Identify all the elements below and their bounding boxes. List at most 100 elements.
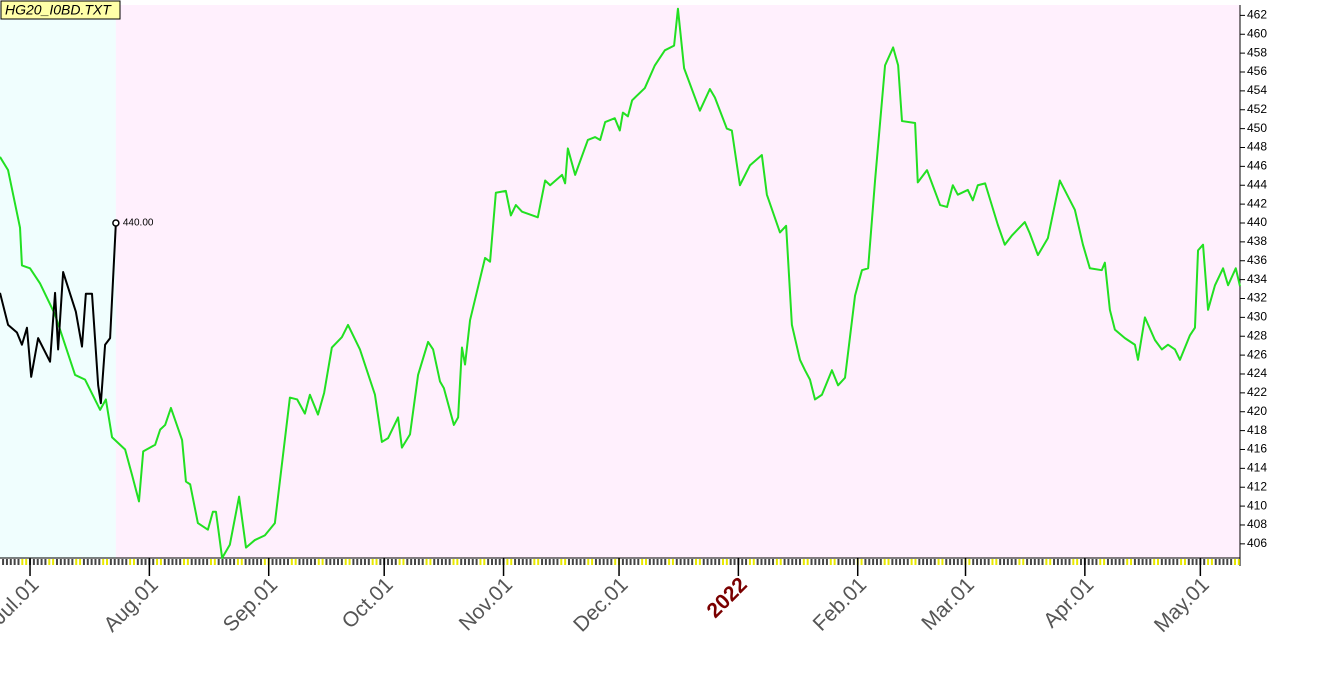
minor-tick	[606, 559, 609, 565]
minor-tick	[209, 559, 212, 565]
y-tick-label: 408	[1247, 517, 1267, 531]
minor-tick	[217, 559, 220, 565]
minor-tick	[179, 559, 182, 565]
minor-tick	[340, 559, 343, 565]
minor-tick	[13, 559, 16, 565]
minor-tick	[1022, 559, 1025, 565]
minor-tick	[425, 559, 428, 565]
minor-tick	[772, 559, 775, 565]
minor-tick	[433, 559, 436, 565]
minor-tick	[687, 559, 690, 565]
y-tick-label: 422	[1247, 385, 1267, 399]
minor-tick	[313, 559, 316, 565]
y-tick-label: 460	[1247, 26, 1267, 40]
minor-tick	[40, 559, 43, 565]
minor-tick	[1091, 559, 1094, 565]
minor-tick	[206, 559, 209, 565]
minor-tick	[1087, 559, 1090, 565]
value-label: 440.00	[123, 218, 154, 229]
minor-tick	[121, 559, 124, 565]
minor-tick	[864, 559, 867, 565]
series	[0, 7, 1241, 559]
minor-tick	[644, 559, 647, 565]
minor-tick	[460, 559, 463, 565]
minor-tick	[899, 559, 902, 565]
minor-tick	[140, 559, 143, 565]
minor-tick	[279, 559, 282, 565]
minor-tick	[198, 559, 201, 565]
minor-tick	[791, 559, 794, 565]
minor-tick	[594, 559, 597, 565]
series-line	[0, 222, 117, 405]
plot-background	[0, 5, 1240, 558]
minor-tick	[1130, 559, 1133, 565]
minor-tick	[637, 559, 640, 565]
minor-tick	[44, 559, 47, 565]
minor-tick	[872, 559, 875, 565]
chart-title: HG20_I0BD.TXT	[5, 2, 112, 18]
minor-tick	[556, 559, 559, 565]
minor-tick	[1053, 559, 1056, 565]
minor-tick	[417, 559, 420, 565]
minor-tick	[510, 559, 513, 565]
minor-tick	[21, 559, 24, 565]
history-zone	[0, 5, 116, 558]
minor-tick	[652, 559, 655, 565]
y-tick-label: 458	[1247, 45, 1267, 59]
minor-tick	[1176, 559, 1179, 565]
minor-tick	[779, 559, 782, 565]
y-tick-label: 420	[1247, 404, 1267, 418]
y-tick-label: 414	[1247, 461, 1267, 475]
minor-tick	[448, 559, 451, 565]
minor-tick	[156, 559, 159, 565]
minor-tick	[2, 559, 5, 565]
minor-tick	[167, 559, 170, 565]
minor-tick	[926, 559, 929, 565]
minor-tick	[999, 559, 1002, 565]
minor-tick	[240, 559, 243, 565]
minor-tick	[36, 559, 39, 565]
minor-tick	[1237, 559, 1240, 565]
minor-tick	[5, 559, 8, 565]
minor-tick	[1233, 559, 1236, 565]
minor-tick	[290, 559, 293, 565]
minor-tick	[814, 559, 817, 565]
minor-tick	[429, 559, 432, 565]
minor-tick	[679, 559, 682, 565]
minor-tick	[98, 559, 101, 565]
minor-tick	[748, 559, 751, 565]
minor-tick	[1060, 559, 1063, 565]
minor-tick	[490, 559, 493, 565]
minor-tick	[1218, 559, 1221, 565]
minor-tick	[55, 559, 58, 565]
minor-tick	[525, 559, 528, 565]
minor-tick	[487, 559, 490, 565]
minor-tick	[102, 559, 105, 565]
minor-tick	[641, 559, 644, 565]
minor-tick	[1003, 559, 1006, 565]
minor-tick	[952, 559, 955, 565]
minor-tick	[375, 559, 378, 565]
minor-tick	[202, 559, 205, 565]
minor-tick	[691, 559, 694, 565]
minor-tick	[729, 559, 732, 565]
minor-tick	[494, 559, 497, 565]
minor-tick	[1126, 559, 1129, 565]
minor-tick	[768, 559, 771, 565]
minor-tick	[1106, 559, 1109, 565]
minor-tick	[1095, 559, 1098, 565]
minor-tick	[244, 559, 247, 565]
minor-tick	[1064, 559, 1067, 565]
minor-tick	[695, 559, 698, 565]
minor-tick	[379, 559, 382, 565]
minor-tick	[17, 559, 20, 565]
minor-tick	[1160, 559, 1163, 565]
minor-tick	[1026, 559, 1029, 565]
minor-tick	[1157, 559, 1160, 565]
minor-tick	[798, 559, 801, 565]
minor-tick	[317, 559, 320, 565]
minor-tick	[602, 559, 605, 565]
minor-tick	[310, 559, 313, 565]
minor-tick	[348, 559, 351, 565]
minor-tick	[1203, 559, 1206, 565]
